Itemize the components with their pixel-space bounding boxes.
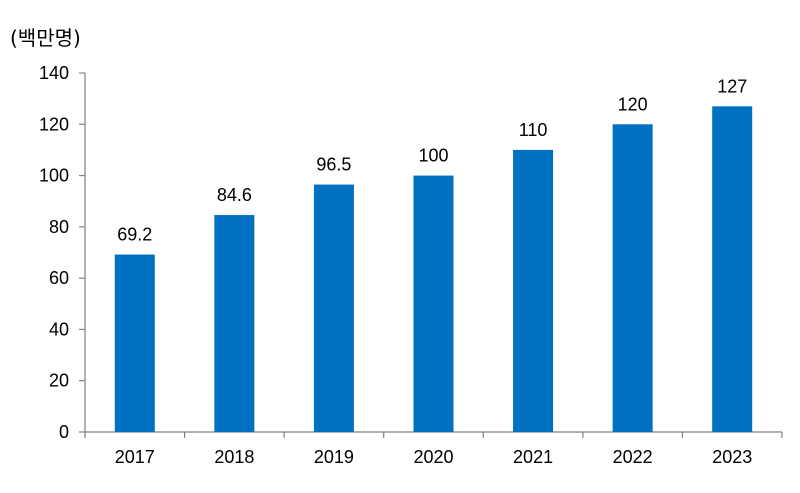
bar-2020: [413, 175, 454, 433]
x-tick-label-2021: 2021: [513, 447, 553, 467]
bar-2018: [214, 215, 255, 432]
y-tick-label: 60: [49, 268, 69, 288]
data-label-2020: 100: [418, 146, 448, 166]
bar-2019: [313, 184, 354, 432]
data-label-2017: 69.2: [117, 225, 152, 245]
y-tick-label: 40: [49, 319, 69, 339]
x-tick-label-2019: 2019: [314, 447, 354, 467]
data-label-2018: 84.6: [217, 185, 252, 205]
x-tick-label-2020: 2020: [413, 447, 453, 467]
x-tick-label-2018: 2018: [214, 447, 254, 467]
data-label-2022: 120: [618, 94, 648, 114]
y-tick-label: 100: [39, 166, 69, 186]
data-label-2021: 110: [519, 120, 548, 140]
data-labels: 69.2 84.6 96.5 100 110 120 127: [117, 76, 747, 244]
bar-2021: [513, 149, 554, 432]
bar-2023: [712, 106, 753, 432]
bar-2022: [612, 124, 653, 433]
y-tick-label: 140: [39, 63, 69, 83]
x-tick-label-2017: 2017: [115, 447, 155, 467]
y-unit-label: (백만명): [10, 26, 81, 50]
bar-2017: [114, 254, 155, 432]
data-label-2019: 96.5: [316, 155, 351, 175]
y-tick-label: 120: [39, 114, 69, 134]
data-label-2023: 127: [717, 76, 747, 96]
y-tick-label: 0: [59, 422, 69, 442]
x-tick-label-2023: 2023: [712, 447, 752, 467]
bars: [114, 106, 753, 433]
y-tick-label: 80: [49, 217, 69, 237]
x-tick-label-2022: 2022: [613, 447, 653, 467]
y-tick-label: 20: [49, 371, 69, 391]
